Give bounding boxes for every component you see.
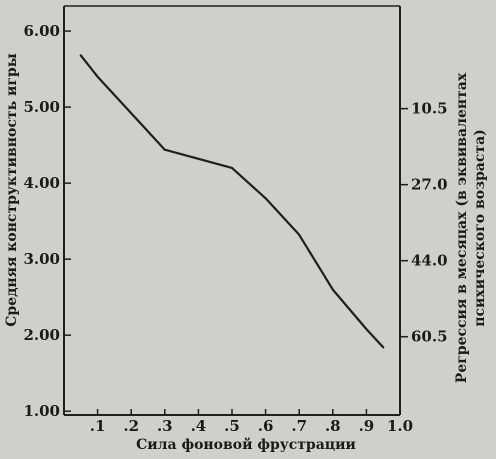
x-axis-title: Сила фоновой фрустрации (136, 436, 356, 453)
x-tick-label: .5 (224, 417, 240, 435)
y2-tick-label: 10.5 (411, 100, 448, 118)
data-point (382, 346, 385, 349)
data-point (264, 197, 267, 200)
data-point (298, 233, 301, 236)
y-tick-label: 3.00 (23, 250, 60, 268)
x-tick-label: .7 (291, 417, 307, 435)
x-tick-label: .2 (123, 417, 139, 435)
y2-axis-title-line2: психического возраста) (472, 129, 488, 327)
data-point (365, 328, 368, 330)
x-tick-label: .6 (258, 417, 274, 435)
data-point (163, 148, 166, 151)
data-point (197, 157, 200, 160)
x-tick-label: .8 (325, 417, 341, 435)
y-tick-label: 5.00 (23, 98, 60, 116)
x-tick-label: .3 (157, 417, 173, 435)
x-tick-label: .9 (359, 417, 375, 435)
x-tick-label: .4 (191, 417, 207, 435)
data-point (96, 75, 99, 78)
x-tick-label: .1 (90, 417, 106, 435)
series-group (79, 54, 385, 349)
y-tick-label: 2.00 (23, 326, 60, 344)
data-point (130, 112, 133, 115)
tick-marks: 1.00 2.00 3.00 4.00 5.00 6.00 10.5 27.0 44.0 60.5… (23, 22, 447, 435)
y2-tick-label: 60.5 (411, 328, 448, 346)
data-point (79, 54, 82, 57)
y-axis-title: Средняя конструктивность игры (4, 53, 20, 326)
y-tick-label: 6.00 (23, 22, 60, 40)
y-tick-label: 1.00 (23, 402, 60, 420)
data-point (331, 288, 334, 291)
y-tick-label: 4.00 (23, 174, 60, 192)
y2-axis-title-line1: Регрессия в месяцах (в эквивалентах (454, 72, 470, 383)
y2-tick-label: 44.0 (411, 252, 448, 270)
x-tick-label: 1.0 (387, 417, 413, 435)
y2-tick-label: 27.0 (411, 176, 448, 194)
data-point (231, 167, 233, 169)
